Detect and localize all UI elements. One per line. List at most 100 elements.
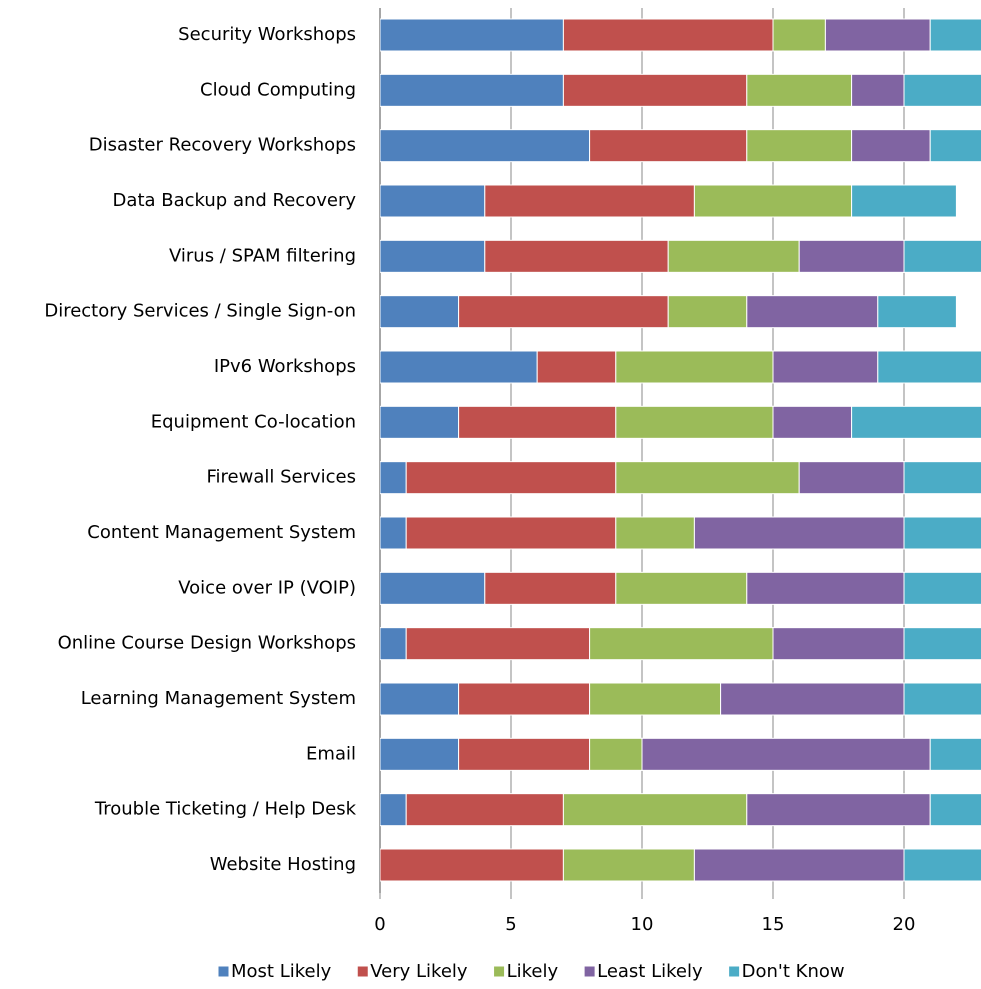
bar-segment: [380, 793, 407, 827]
bar-segment: [667, 295, 748, 329]
y-tick-label: Virus / SPAM filtering: [169, 245, 356, 266]
y-tick-label: Data Backup and Recovery: [113, 190, 357, 211]
bar-segment: [405, 627, 591, 661]
bar-segment: [772, 18, 826, 52]
x-tick-label: 15: [762, 914, 785, 935]
y-tick-label: Website Hosting: [210, 854, 356, 875]
bar-segment: [484, 184, 695, 218]
bar-segment: [484, 239, 669, 273]
y-tick-label: Firewall Services: [206, 467, 356, 488]
y-tick-label: Online Course Design Workshops: [58, 633, 356, 654]
y-tick-label: Directory Services / Single Sign-on: [44, 301, 356, 322]
bar-segment: [589, 129, 748, 163]
bar-segment: [589, 627, 774, 661]
bar-segment: [380, 627, 407, 661]
bar-segment: [380, 848, 564, 882]
bar-segment: [693, 848, 905, 882]
bar-segment: [929, 18, 981, 52]
bar-segment: [746, 295, 879, 329]
legend-swatch: [217, 965, 230, 978]
bar-segment: [929, 129, 981, 163]
bar-segment: [772, 350, 879, 384]
y-tick-label: Learning Management System: [81, 688, 356, 709]
bar-segment: [405, 793, 564, 827]
bar-segment: [380, 73, 564, 107]
bar-segment: [615, 461, 800, 495]
bar-segment: [851, 184, 957, 218]
bar-segment: [746, 73, 853, 107]
bar-segment: [458, 405, 617, 439]
bar-segment: [405, 516, 617, 550]
bar-segment: [772, 627, 905, 661]
bar-segment: [851, 129, 931, 163]
bar-segment: [536, 350, 617, 384]
bar-segment: [615, 350, 774, 384]
y-tick-label: Content Management System: [87, 522, 356, 543]
bar-segment: [562, 793, 748, 827]
bar-segment: [929, 793, 981, 827]
bar-segment: [903, 682, 981, 716]
bar-segment: [380, 405, 460, 439]
bar-segment: [746, 129, 853, 163]
legend-swatch: [583, 965, 596, 978]
legend-label: Very Likely: [370, 961, 468, 982]
x-tick-label: 0: [374, 914, 385, 935]
bar-segment: [380, 18, 564, 52]
bar-segment: [641, 737, 931, 771]
bar-segment: [903, 516, 981, 550]
y-tick-label: Security Workshops: [178, 24, 356, 45]
bar-segment: [562, 848, 695, 882]
bar-segment: [851, 73, 905, 107]
bar-segment: [877, 295, 957, 329]
bar-segment: [851, 405, 981, 439]
bar-segment: [380, 350, 538, 384]
bar-segment: [380, 184, 486, 218]
legend-label: Least Likely: [597, 961, 703, 982]
bar-segment: [380, 129, 591, 163]
bar-segment: [589, 737, 643, 771]
bar-segment: [903, 239, 981, 273]
y-tick-label: Equipment Co-location: [151, 411, 356, 432]
bar-segment: [772, 405, 853, 439]
bar-segment: [877, 350, 981, 384]
bars: [380, 18, 981, 882]
legend-swatch: [728, 965, 741, 978]
bar-segment: [903, 571, 981, 605]
bar-segment: [380, 239, 486, 273]
legend-swatch: [356, 965, 369, 978]
bar-segment: [903, 627, 981, 661]
bar-segment: [484, 571, 617, 605]
x-tick-label: 10: [631, 914, 654, 935]
bar-segment: [615, 571, 748, 605]
y-tick-label: Cloud Computing: [200, 79, 356, 100]
bar-segment: [824, 18, 931, 52]
bar-segment: [798, 461, 905, 495]
y-tick-label: Voice over IP (VOIP): [178, 577, 356, 598]
y-tick-label: Disaster Recovery Workshops: [89, 135, 356, 156]
bar-segment: [903, 73, 981, 107]
bar-segment: [746, 571, 905, 605]
bar-segment: [667, 239, 800, 273]
y-tick-label: Trouble Ticketing / Help Desk: [94, 799, 357, 820]
bar-segment: [746, 793, 931, 827]
labels: 0 5 10 15 20 Security Workshops Cloud Computin…: [44, 24, 915, 982]
legend-label: Don't Know: [742, 961, 845, 982]
bar-segment: [693, 184, 853, 218]
x-tick-label: 5: [505, 914, 516, 935]
bar-segment: [615, 405, 774, 439]
bar-segment: [693, 516, 905, 550]
bar-segment: [615, 516, 695, 550]
bar-segment: [562, 73, 748, 107]
bar-segment: [458, 295, 669, 329]
x-tick-label: 20: [893, 914, 916, 935]
bar-segment: [380, 461, 407, 495]
bar-segment: [458, 682, 591, 716]
bar-segment: [380, 571, 486, 605]
bar-segment: [380, 737, 460, 771]
bar-segment: [929, 737, 981, 771]
bar-segment: [903, 461, 981, 495]
bar-segment: [380, 516, 407, 550]
legend-swatch: [493, 965, 506, 978]
bar-segment: [798, 239, 905, 273]
